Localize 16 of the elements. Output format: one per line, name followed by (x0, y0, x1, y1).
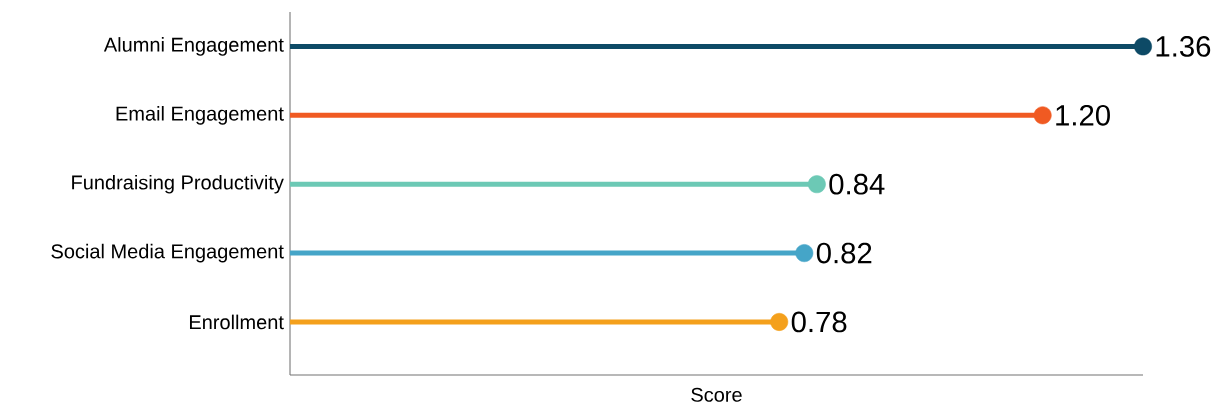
data-label: 1.36 (1156, 36, 1211, 57)
point (1134, 37, 1152, 56)
y-tick-label: Alumni Engagement (103, 37, 284, 56)
point (1033, 106, 1052, 125)
point (807, 175, 826, 194)
point (770, 313, 789, 331)
y-tick-label: Social Media Engagement (51, 243, 284, 263)
data-label: 0.78 (791, 311, 847, 333)
data-label: 0.82 (816, 242, 872, 264)
y-tick-label: Fundraising Productivity (72, 174, 284, 194)
y-tick-label: Enrollment (190, 314, 284, 330)
y-tick-label: Email Engagement (116, 106, 284, 125)
point (795, 244, 814, 263)
data-label: 0.84 (829, 173, 885, 195)
x-axis-title: Score (691, 387, 742, 402)
data-label: 1.20 (1056, 104, 1110, 126)
